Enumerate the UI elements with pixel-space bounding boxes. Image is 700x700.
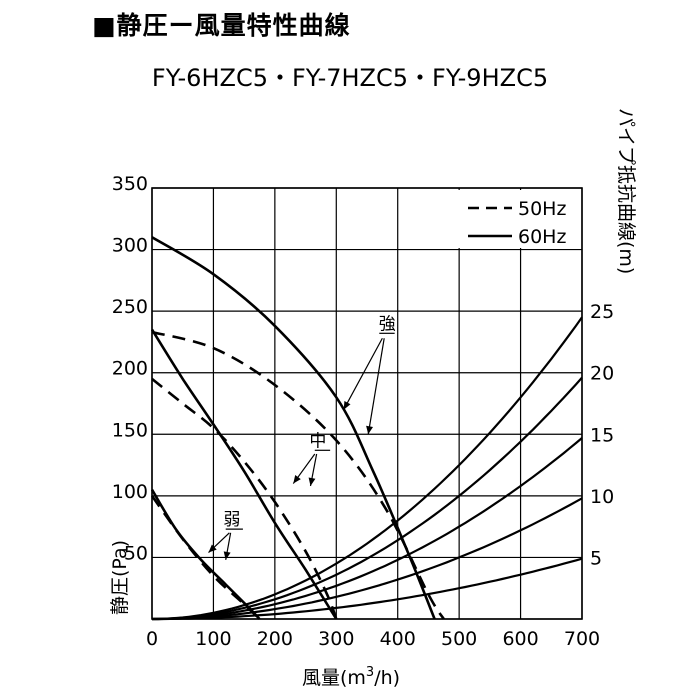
y-tick-label: 300 [112, 235, 148, 257]
curve-medium-50hz [151, 377, 338, 620]
pipe-resistance-curve-10m [152, 497, 583, 621]
y-tick-label-right: 15 [590, 424, 614, 446]
y-tick-label-right: 20 [590, 363, 614, 385]
annotation-arrowhead [343, 401, 351, 410]
chart-title: ■静圧ー風量特性曲線 [92, 11, 351, 40]
x-tick-label: 600 [502, 628, 538, 650]
pipe-resistance-curve-25m [151, 316, 583, 621]
y-tick-label: 200 [112, 358, 148, 380]
y-axis-label-right: パイプ抵抗曲線(m) [615, 108, 637, 274]
model-names: FY-6HZC5・FY-7HZC5・FY-9HZC5 [151, 64, 549, 92]
annotation-arrowhead [208, 544, 217, 553]
plot-frame [151, 187, 583, 620]
x-tick-label: 0 [146, 628, 158, 650]
x-axis-label-prefix: 風量(m [302, 667, 366, 689]
annotation-label: 中 [309, 431, 326, 451]
x-axis-label: 風量(m3/h) [302, 665, 400, 689]
pipe-resistance-curve-5m [152, 557, 583, 621]
annotation-arrowhead [308, 477, 316, 486]
annotation-arrowhead [223, 551, 231, 560]
x-tick-label: 400 [380, 628, 416, 650]
annotation-arrowhead [366, 425, 373, 435]
annotations: 強中弱 [208, 314, 396, 560]
x-tick-label: 200 [257, 628, 293, 650]
y-tick-label: 250 [112, 296, 148, 318]
y-tick-label: 100 [112, 481, 148, 503]
legend-label-50hz: 50Hz [518, 198, 566, 220]
curve-weak-60hz [150, 489, 261, 620]
tick-labels: 0 100 200 300 400 500 600 700 350 300 250 200 150 100… [112, 173, 614, 650]
pipe-resistance-curve-15m [152, 437, 583, 621]
x-tick-label: 500 [441, 628, 477, 650]
y-tick-label-right: 5 [590, 547, 602, 569]
pipe-resistance-curve-20m [152, 376, 583, 621]
y-tick-label-right: 25 [590, 301, 614, 323]
y-tick-label-right: 10 [590, 486, 614, 508]
y-tick-label: 150 [112, 419, 148, 441]
legend: 50Hz 60Hz [458, 190, 578, 248]
x-axis-label-sup: 3 [366, 665, 374, 680]
y-axis-label: 静圧(Pa) [109, 540, 131, 615]
x-tick-label: 100 [195, 628, 231, 650]
annotation-leader [367, 338, 385, 435]
curve-strong-60hz [151, 236, 436, 620]
x-axis-label-suffix: /h) [374, 667, 400, 689]
curve-strong-50hz [151, 330, 445, 620]
legend-box [458, 190, 578, 248]
x-tick-label: 300 [318, 628, 354, 650]
curve-medium-60hz [150, 328, 338, 620]
x-tick-label: 700 [564, 628, 600, 650]
curves [150, 236, 583, 621]
y-tick-label: 50 [124, 542, 148, 564]
legend-label-60hz: 60Hz [518, 226, 566, 248]
grid-lines [151, 187, 583, 620]
annotation-label: 強 [379, 314, 396, 334]
annotation-label: 弱 [223, 510, 240, 530]
y-tick-label: 350 [112, 173, 148, 195]
annotation-arrowhead [293, 475, 301, 484]
annotation-leader [343, 337, 383, 410]
